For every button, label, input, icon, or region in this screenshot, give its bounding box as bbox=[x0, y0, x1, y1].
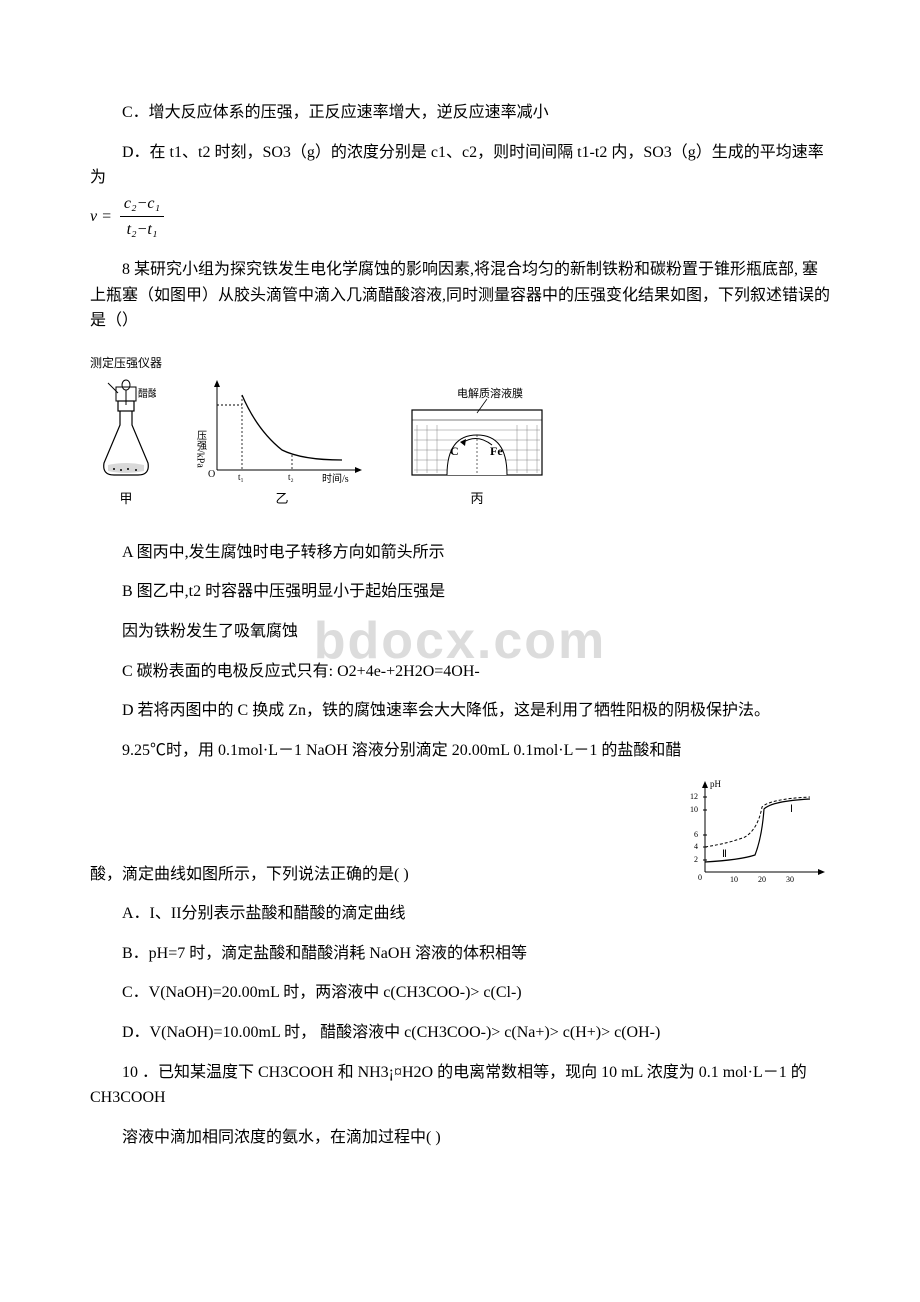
acetic-label: 醋酸 bbox=[138, 387, 156, 400]
xtick-10: 10 bbox=[730, 875, 738, 884]
graph-origin: O bbox=[208, 469, 215, 480]
box-caption: 丙 bbox=[471, 489, 484, 510]
c-label: C bbox=[450, 444, 459, 458]
denominator: t₂−t₁ bbox=[120, 217, 164, 243]
ytick-2: 2 bbox=[694, 855, 698, 864]
q9-stem-post: 酸，滴定曲线如图所示，下列说法正确的是( ) bbox=[90, 862, 640, 888]
graph-caption: 乙 bbox=[276, 489, 289, 510]
q8-option-b1: B 图乙中,t2 时容器中压强明显小于起始压强是 bbox=[90, 579, 830, 605]
q9-option-b: B．pH=7 时，滴定盐酸和醋酸消耗 NaOH 溶液的体积相等 bbox=[90, 941, 830, 967]
fe-label: Fe bbox=[490, 444, 503, 458]
fraction: c₂−c₁ t₂−t₁ bbox=[120, 191, 164, 243]
q10-stem1: 10 ．已知某温度下 CH3COOH 和 NH3¡¤H2O 的电离常数相等，现向… bbox=[90, 1060, 830, 1111]
q9-option-d: D．V(NaOH)=10.00mL 时， 醋酸溶液中 c(CH3COO-)> c… bbox=[90, 1020, 830, 1046]
numerator: c₂−c₁ bbox=[120, 191, 164, 218]
q8-option-b2: 因为铁粉发生了吸氧腐蚀 bbox=[90, 619, 830, 645]
titration-graph-svg: pH 12 10 6 4 2 10 20 30 0 Ⅰ Ⅱ bbox=[680, 777, 830, 887]
q7-formula: v = c₂−c₁ t₂−t₁ bbox=[90, 191, 168, 243]
ytick-10: 10 bbox=[690, 805, 698, 814]
curve-1-label: Ⅰ bbox=[790, 804, 793, 815]
xtick-20: 20 bbox=[758, 875, 766, 884]
flask-caption: 甲 bbox=[120, 489, 133, 510]
pressure-device-label: 测定压强仪器 bbox=[90, 354, 162, 373]
page-content: C．增大反应体系的压强，正反应速率增大，逆反应速率减小 D．在 t1、t2 时刻… bbox=[90, 100, 830, 1150]
q8-option-a: A 图丙中,发生腐蚀时电子转移方向如箭头所示 bbox=[90, 540, 830, 566]
graph-ylabel: 压强/kPa bbox=[195, 430, 207, 469]
flask-diagram: 测定压强仪器 醋酸 甲 bbox=[90, 354, 162, 510]
q8-option-c: C 碳粉表面的电极反应式只有: O2+4e-+2H2O=4OH- bbox=[90, 659, 830, 685]
ytick-4: 4 bbox=[694, 842, 698, 851]
q7-d-text: D．在 t1、t2 时刻，SO3（g）的浓度分别是 c1、c2，则时间间隔 t1… bbox=[90, 140, 830, 191]
pressure-graph-svg: 压强/kPa 时间/s O t₁ t₂ bbox=[192, 375, 372, 485]
electrolyte-box: 电解质溶液膜 C Fe 丙 bbox=[402, 385, 552, 510]
box-svg: 电解质溶液膜 C Fe bbox=[402, 385, 552, 485]
q8-diagrams: 测定压强仪器 醋酸 甲 压强/kPa 时间 bbox=[90, 354, 830, 510]
ytick-6: 6 bbox=[694, 830, 698, 839]
v-equals: v = bbox=[90, 208, 112, 225]
q10-stem2: 溶液中滴加相同浓度的氨水，在滴加过程中( ) bbox=[90, 1125, 830, 1151]
flask-svg: 醋酸 bbox=[96, 375, 156, 485]
origin-0: 0 bbox=[698, 873, 702, 882]
t1-label: t₁ bbox=[238, 472, 244, 482]
curve-2-label: Ⅱ bbox=[722, 849, 727, 860]
xtick-30: 30 bbox=[786, 875, 794, 884]
q9-option-c: C．V(NaOH)=20.00mL 时，两溶液中 c(CH3COO-)> c(C… bbox=[90, 980, 830, 1006]
ph-label: pH bbox=[710, 779, 722, 789]
q7-option-d: D．在 t1、t2 时刻，SO3（g）的浓度分别是 c1、c2，则时间间隔 t1… bbox=[90, 140, 830, 243]
q8-option-d: D 若将丙图中的 C 换成 Zn，铁的腐蚀速率会大大降低，这是利用了牺牲阳极的阴… bbox=[90, 698, 830, 724]
q9-stem-pre: 9.25℃时，用 0.1mol·L－1 NaOH 溶液分别滴定 20.00mL … bbox=[90, 738, 830, 764]
q9-row: 酸，滴定曲线如图所示，下列说法正确的是( ) pH 12 10 6 4 2 10… bbox=[90, 777, 830, 887]
pressure-graph: 压强/kPa 时间/s O t₁ t₂ 乙 bbox=[192, 375, 372, 510]
t2-label: t₂ bbox=[288, 472, 294, 482]
q9-option-a: A．I、II分别表示盐酸和醋酸的滴定曲线 bbox=[90, 901, 830, 927]
q8-stem: 8 某研究小组为探究铁发生电化学腐蚀的影响因素,将混合均匀的新制铁粉和碳粉置于锥… bbox=[90, 257, 830, 334]
ytick-12: 12 bbox=[690, 792, 698, 801]
electrolyte-label: 电解质溶液膜 bbox=[457, 386, 523, 400]
graph-xlabel: 时间/s bbox=[322, 472, 349, 485]
q7-option-c: C．增大反应体系的压强，正反应速率增大，逆反应速率减小 bbox=[90, 100, 830, 126]
